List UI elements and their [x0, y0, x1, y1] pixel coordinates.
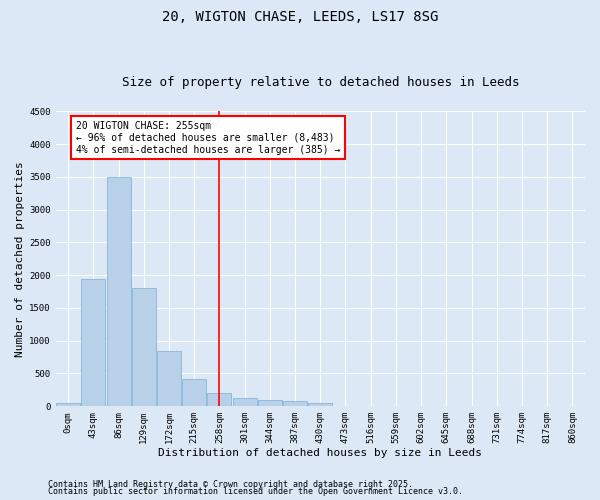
Bar: [182, 378, 206, 406]
Text: 20, WIGTON CHASE, LEEDS, LS17 8SG: 20, WIGTON CHASE, LEEDS, LS17 8SG: [162, 10, 438, 24]
Text: 20 WIGTON CHASE: 255sqm
← 96% of detached houses are smaller (8,483)
4% of semi-: 20 WIGTON CHASE: 255sqm ← 96% of detache…: [76, 122, 340, 154]
Bar: [56, 403, 80, 406]
Title: Size of property relative to detached houses in Leeds: Size of property relative to detached ho…: [122, 76, 519, 90]
Text: Contains HM Land Registry data © Crown copyright and database right 2025.: Contains HM Land Registry data © Crown c…: [48, 480, 413, 489]
Text: Contains public sector information licensed under the Open Government Licence v3: Contains public sector information licen…: [48, 487, 463, 496]
Bar: [283, 402, 307, 406]
Y-axis label: Number of detached properties: Number of detached properties: [15, 161, 25, 356]
Bar: [82, 278, 106, 406]
Bar: [233, 398, 257, 406]
Bar: [157, 350, 181, 406]
X-axis label: Distribution of detached houses by size in Leeds: Distribution of detached houses by size …: [158, 448, 482, 458]
Bar: [258, 400, 282, 406]
Bar: [107, 177, 131, 406]
Bar: [132, 288, 156, 406]
Bar: [308, 404, 332, 406]
Bar: [208, 393, 232, 406]
